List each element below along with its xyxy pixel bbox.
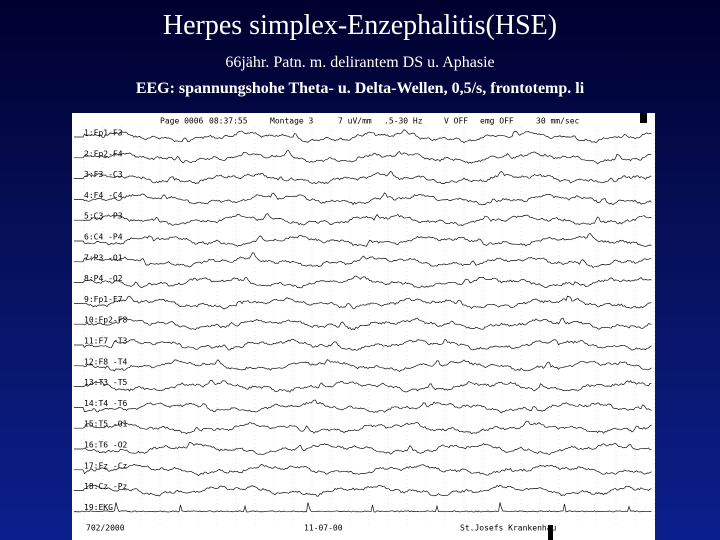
- footer-text: 11-07-00: [304, 524, 343, 533]
- channel-label: 5:C3 -P3: [84, 212, 123, 221]
- eeg-trace: [74, 252, 652, 268]
- channel-label: 4:F4 -C4: [84, 191, 123, 200]
- channel-label: 9:Fp1-F7: [84, 295, 123, 304]
- channel-label: 2:Fp2-F4: [84, 149, 123, 158]
- eeg-trace: [74, 150, 652, 165]
- header-text: emg OFF: [480, 117, 514, 126]
- eeg-trace: [74, 463, 652, 477]
- eeg-trace: [74, 420, 652, 435]
- channel-label: 13:T3 -T5: [84, 378, 128, 387]
- eeg-trace: [74, 441, 652, 456]
- eeg-trace: [74, 379, 652, 393]
- channel-label: 15:T5 -O1: [84, 420, 128, 429]
- header-text: V OFF: [444, 117, 468, 126]
- footer-text: St.Josefs Krankenhau: [460, 524, 557, 533]
- eeg-trace: [74, 129, 652, 144]
- eeg-trace: [73, 502, 652, 513]
- channel-label: 16:T6 -O2: [84, 441, 128, 450]
- header-text: 7 uV/mm: [338, 117, 372, 126]
- slide-title: Herpes simplex-Enzephalitis(HSE): [162, 10, 558, 41]
- eeg-trace: [74, 232, 652, 247]
- channel-label: 17:Fz -Cz: [84, 461, 128, 470]
- eeg-recording: Page 0006 08:37:55 Montage 3 7 uV/mm .5-30 H…: [72, 113, 655, 540]
- eeg-trace: [74, 275, 652, 289]
- channel-label: 3:F3 -C3: [84, 170, 123, 179]
- eeg-paper: [72, 113, 655, 540]
- header-text: .5-30 Hz: [384, 117, 423, 126]
- channel-label: 18:Cz -Pz: [84, 482, 128, 491]
- eeg-trace: [74, 399, 652, 414]
- eeg-trace: [74, 192, 652, 206]
- channel-label: 10:Fp2-F8: [84, 316, 128, 325]
- channel-label: 14:T4 -T6: [84, 399, 128, 408]
- header-text: 08:37:55: [209, 117, 248, 126]
- eeg-trace: [74, 338, 652, 351]
- subtitle: 66jähr. Patn. m. delirantem DS u. Aphasi…: [225, 54, 495, 71]
- footer-text: 702/2000: [86, 524, 125, 533]
- channel-label: 19:EKG: [84, 503, 113, 512]
- channel-label: 12:F8 -T4: [84, 357, 128, 366]
- finding: EEG: spannungshohe Theta- u. Delta-Welle…: [135, 80, 585, 97]
- eeg-trace: [74, 295, 652, 310]
- channel-label: 11:F7 -T3: [84, 337, 128, 346]
- eeg-trace: [74, 170, 652, 185]
- eeg-trace: [74, 359, 652, 372]
- header-text: Montage 3: [270, 117, 314, 126]
- channel-label: 1:Fp1-F3: [84, 129, 123, 138]
- eeg-trace: [74, 213, 652, 227]
- marker: [548, 525, 553, 540]
- header-text: Page 0006: [160, 117, 204, 126]
- eeg-trace: [74, 484, 652, 497]
- eeg-trace: [74, 317, 652, 331]
- channel-label: 6:C4 -P4: [84, 233, 123, 242]
- header-text: 30 mm/sec: [536, 117, 580, 126]
- marker: [640, 113, 647, 123]
- channel-label: 8:P4 -O2: [84, 274, 123, 283]
- channel-label: 7:P3 -O1: [84, 253, 123, 262]
